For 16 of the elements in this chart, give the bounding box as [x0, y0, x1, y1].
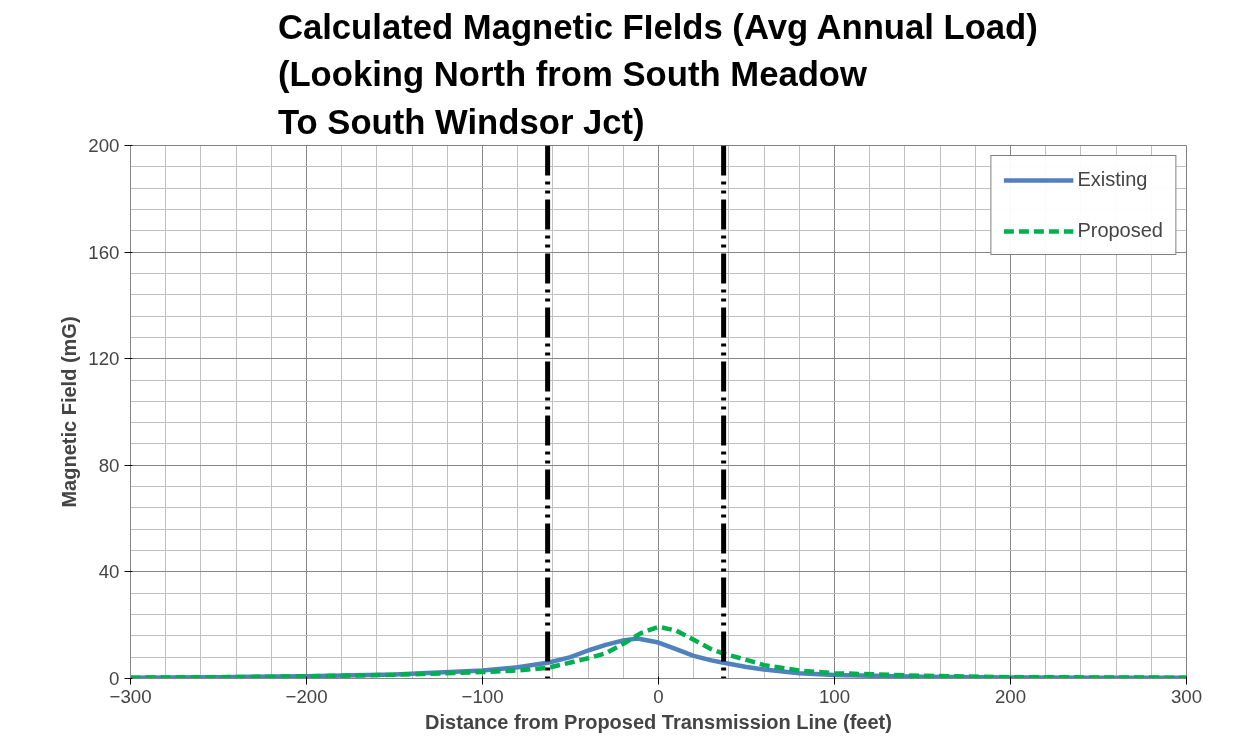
- chart-title: Calculated Magnetic FIelds (Avg Annual Load) (Looking North from South Meadow To South Windsor Jct): [277, 7, 1038, 141]
- x-tick-label: 200: [994, 685, 1027, 707]
- y-axis-title: Magnetic Field (mG): [58, 316, 81, 508]
- x-tick-label: 300: [1170, 685, 1203, 707]
- x-tick-label: 100: [818, 685, 851, 707]
- y-tick-label: 80: [98, 454, 120, 476]
- y-tick-label: 200: [88, 135, 120, 156]
- x-axis-title: Distance from Proposed Transmission Line (feet): [425, 710, 892, 733]
- x-tick-label: 0: [653, 685, 664, 707]
- y-tick-label: 120: [88, 348, 120, 370]
- y-tick-label: 40: [98, 561, 120, 583]
- legend-label: Proposed: [1077, 219, 1163, 242]
- x-tick-label: −200: [285, 685, 328, 707]
- x-tick-label: −100: [461, 685, 504, 707]
- legend-label: Existing: [1077, 168, 1148, 191]
- y-tick-label: 160: [88, 241, 120, 263]
